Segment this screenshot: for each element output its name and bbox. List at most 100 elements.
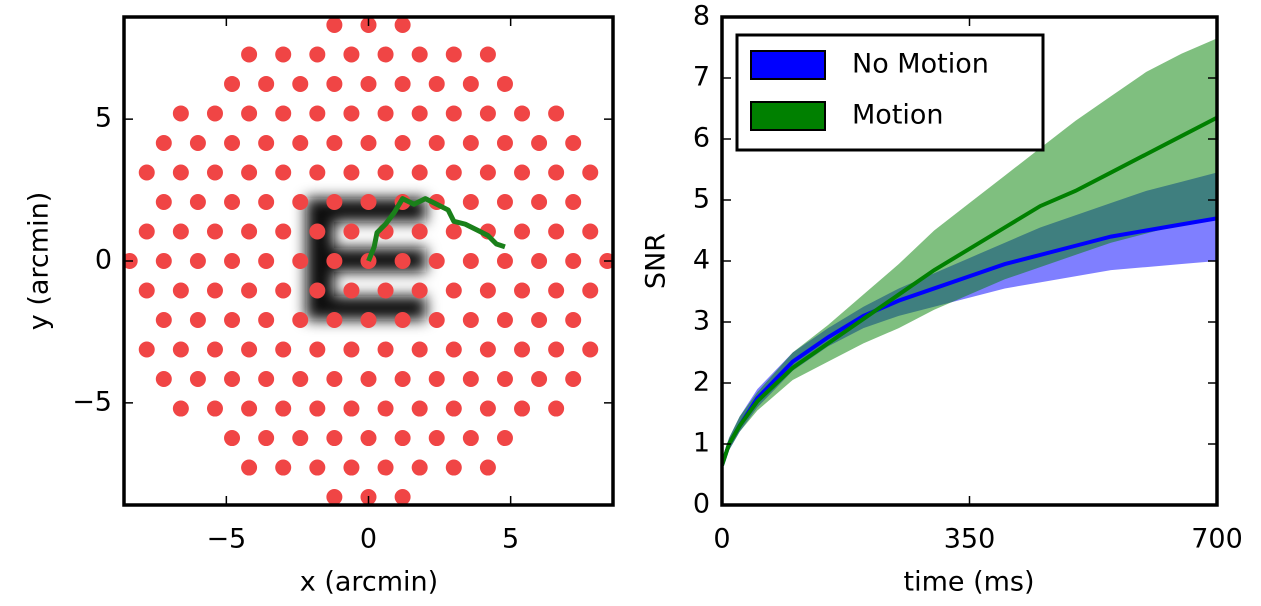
y-tick-label: 5: [693, 184, 710, 215]
cone-dot: [360, 430, 377, 447]
cone-dot: [377, 105, 394, 122]
cone-dot: [275, 223, 292, 240]
cone-dot: [394, 75, 411, 92]
cone-dot: [138, 341, 155, 358]
cone-dot: [411, 105, 428, 122]
cone-dot: [394, 489, 411, 505]
cone-dot: [428, 371, 445, 388]
cone-dot: [138, 223, 155, 240]
y-tick-label: 3: [693, 306, 710, 337]
axes-frame: [720, 15, 1219, 507]
cone-dot: [411, 459, 428, 476]
cone-dot: [309, 223, 326, 240]
plot-area: [722, 38, 1217, 469]
cone-dot: [394, 253, 411, 269]
cone-dot: [275, 105, 292, 122]
cone-dot: [462, 371, 479, 388]
x-tick-label: 350: [944, 524, 996, 555]
cone-dot: [292, 134, 309, 151]
cone-dot: [360, 75, 377, 92]
cone-dot: [309, 341, 326, 358]
y-tick-label: 0: [693, 489, 710, 520]
cone-dot: [224, 312, 241, 329]
cone-dot: [360, 193, 377, 210]
cone-dot: [428, 134, 445, 151]
cone-dot: [565, 193, 582, 210]
cone-dot: [206, 400, 223, 417]
cone-dot: [258, 75, 275, 92]
cone-dot: [548, 341, 565, 358]
cone-dot: [292, 75, 309, 92]
cone-dot: [309, 105, 326, 122]
cone-dot: [326, 312, 343, 329]
cone-dot: [496, 253, 513, 269]
y-tick-label: 8: [693, 1, 710, 32]
cone-dot: [360, 371, 377, 388]
cone-dot: [309, 459, 326, 476]
x-axis-label: time (ms): [903, 567, 1034, 598]
cone-dot: [155, 193, 172, 210]
cone-dot: [377, 46, 394, 63]
cone-dot: [206, 341, 223, 358]
cone-dot: [496, 193, 513, 210]
cone-dot: [428, 312, 445, 329]
legend-swatch: [750, 101, 826, 131]
cone-dot: [326, 193, 343, 210]
cone-dot: [445, 164, 462, 181]
cone-dot: [275, 400, 292, 417]
cone-dot: [138, 164, 155, 181]
legend-label: No Motion: [852, 49, 989, 80]
cone-dot: [565, 134, 582, 151]
cone-dot: [462, 193, 479, 210]
cone-dot: [343, 223, 360, 240]
cone-dot: [241, 282, 258, 299]
cone-dot: [343, 282, 360, 299]
cone-dot: [428, 75, 445, 92]
cone-dot: [514, 223, 531, 240]
cone-dot: [462, 430, 479, 447]
cone-dot: [189, 193, 206, 210]
cone-dot: [224, 134, 241, 151]
cone-dot: [496, 75, 513, 92]
cone-dot: [258, 312, 275, 329]
cone-dot: [565, 253, 582, 269]
cone-dot: [275, 164, 292, 181]
cone-dot: [514, 341, 531, 358]
cone-dot: [206, 105, 223, 122]
cone-dot: [326, 253, 343, 269]
cone-dot: [206, 223, 223, 240]
cone-dot: [275, 282, 292, 299]
cone-dot: [445, 46, 462, 63]
y-axis-label: SNR: [641, 233, 672, 289]
y-axis-label: y (arcmin): [24, 192, 55, 330]
cone-dot: [292, 312, 309, 329]
y-tick-label: 5: [95, 103, 112, 134]
cone-dot: [326, 75, 343, 92]
cone-dot: [462, 253, 479, 269]
cone-dot: [411, 46, 428, 63]
x-tick-label: 0: [360, 524, 377, 555]
cone-dot: [496, 430, 513, 447]
cone-dot: [155, 253, 172, 269]
axes: −5 0 5 −5 0 5 No Motion Motion 0 350 700 0 1 2 3 4 5 6 7 8: [72, 1, 1243, 555]
cone-dot: [445, 282, 462, 299]
cone-dot: [548, 164, 565, 181]
cone-dot: [582, 164, 599, 181]
cone-dot: [172, 341, 189, 358]
cone-dot: [514, 105, 531, 122]
y-tick-label: −5: [72, 386, 112, 417]
cone-dot: [155, 371, 172, 388]
cone-dot: [275, 341, 292, 358]
cone-dot: [479, 400, 496, 417]
cone-dot: [479, 164, 496, 181]
x-tick-label: 700: [1191, 524, 1243, 555]
cone-dot: [224, 430, 241, 447]
cone-dot: [189, 312, 206, 329]
cone-dot: [479, 282, 496, 299]
cone-dot: [189, 134, 206, 151]
cone-dot: [377, 164, 394, 181]
axes-frame: [122, 15, 615, 507]
cone-dot: [411, 282, 428, 299]
y-tick-label: 1: [693, 428, 710, 459]
